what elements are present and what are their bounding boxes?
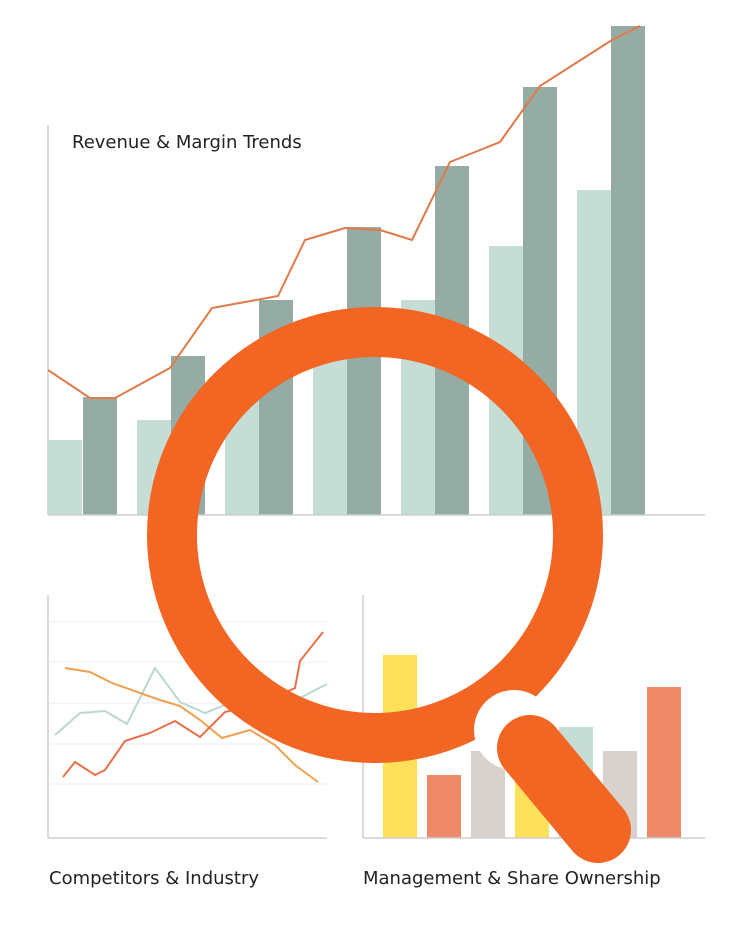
magnifier [147, 307, 631, 863]
trend-line [47, 25, 641, 399]
caption: Competitors & Industry [49, 868, 259, 889]
caption: Management & Share Ownership [363, 868, 661, 889]
line [64, 667, 319, 783]
left-chart: Competitors & Industry [47, 595, 328, 889]
chart-title: Revenue & Margin Trends [72, 132, 302, 153]
top-chart: Revenue & Margin Trends [47, 25, 705, 516]
line [62, 631, 324, 778]
